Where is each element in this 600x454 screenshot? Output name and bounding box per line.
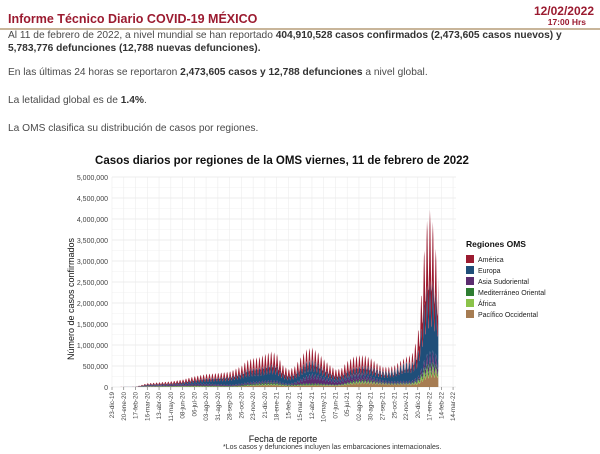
x-tick-label: 23-nov-20 [250,392,257,421]
y-tick-label: 1,000,000 [77,343,108,350]
report-title: Informe Técnico Diario COVID-19 MÉXICO [8,12,258,26]
x-tick-label: 17-feb-20 [133,392,140,419]
x-tick-label: 21-dic-20 [262,392,269,419]
x-tick-label: 18-ene-21 [274,392,281,421]
footnote: *Los casos y defunciones incluyen las em… [223,444,442,451]
paragraph-highlight: 1.4% [120,95,144,106]
x-tick-label: 20-dic-21 [415,392,422,419]
legend-swatch [466,255,474,263]
legend-swatch [466,310,474,318]
y-tick-label: 4,000,000 [77,217,108,224]
area-series [112,369,439,387]
report-date: 12/02/2022 [533,4,594,18]
y-tick-label: 1,500,000 [77,322,108,329]
legend-label: Europa [478,268,501,275]
x-tick-label: 08-jun-20 [180,392,187,419]
x-tick-label: 27-sep-21 [379,392,386,421]
legend-swatch [466,288,474,296]
x-tick-label: 12-abr-21 [309,392,316,420]
paragraph-text: . [143,95,147,106]
x-tick-label: 03-ago-20 [203,392,210,421]
chart-title: Casos diarios por regiones de la OMS vie… [95,155,469,167]
legend-label: África [478,299,496,308]
x-tick-label: 05-jul-21 [344,392,351,417]
legend-label: Mediterráneo Oriental [478,290,546,297]
x-tick-label: 14-mar-22 [450,392,457,422]
daily-cases-chart: Casos diarios por regiones de la OMS vie… [66,155,546,444]
x-tick-label: 02-ago-21 [356,392,363,421]
y-tick-label: 5,000,000 [77,175,108,182]
x-tick-label: 15-feb-21 [285,392,292,419]
legend-label: Pacífico Occidental [478,312,538,319]
report-time: 17:00 Hrs [547,17,586,27]
header-bar [0,0,600,30]
x-tick-label: 25-oct-21 [391,392,398,419]
y-tick-label: 3,000,000 [77,259,108,266]
paragraph-who-regions: La OMS clasifica su distribución de caso… [8,123,259,134]
x-tick-label: 06-jul-20 [191,392,198,417]
x-tick-label: 26-oct-20 [238,392,245,419]
area-series [112,350,439,387]
x-tick-label: 23-dic-19 [109,392,116,419]
area-series [112,279,439,387]
y-tick-label: 500,000 [83,364,108,371]
chart-areas [112,209,439,387]
x-tick-label: 15-mar-21 [297,392,304,422]
paragraph-highlight: 2,473,605 casos y 12,788 defunciones [180,67,363,78]
legend-swatch [466,266,474,274]
legend-swatch [466,299,474,307]
x-tick-label: 14-feb-22 [438,392,445,419]
y-tick-label: 3,500,000 [77,238,108,245]
paragraph-text: a nivel global. [362,67,428,78]
x-tick-label: 31-ago-20 [215,392,222,421]
area-series [112,361,439,387]
x-tick-label: 20-ene-20 [121,392,128,421]
chart-grid [111,176,456,388]
x-tick-label: 22-nov-21 [403,392,410,421]
x-tick-label: 10-may-21 [321,392,328,423]
paragraph-global-summary: Al 11 de febrero de 2022, a nivel mundia… [8,29,594,55]
x-tick-label: 28-sep-20 [227,392,234,421]
y-tick-label: 4,500,000 [77,196,108,203]
area-series [112,366,439,387]
paragraph-lethality: La letalidad global es de 1.4%. [8,94,147,107]
y-axis-label: Número de casos confirmados [66,237,76,360]
paragraph-last-24h: En las últimas 24 horas se reportaron 2,… [8,66,428,79]
y-tick-label: 2,000,000 [77,301,108,308]
y-tick-label: 2,500,000 [77,280,108,287]
x-tick-label: 16-mar-20 [144,392,151,422]
x-tick-label: 11-may-20 [168,392,175,422]
paragraph-highlight: 404,910,528 casos confirmados (2,473,605… [8,30,562,54]
chart-legend: Regiones OMS América Europa Asia Sudorienta… [466,239,546,319]
paragraph-text: En las últimas 24 horas se reportaron [8,67,181,78]
x-tick-label: 17-ene-22 [427,392,434,421]
paragraph-text: Al 11 de febrero de 2022, a nivel mundia… [8,30,276,41]
legend-title: Regiones OMS [466,239,526,249]
x-tick-label: 07-jun-21 [332,392,339,419]
y-tick-label: 0 [104,385,108,392]
legend-label: América [478,257,504,264]
paragraph-text: La letalidad global es de [8,95,121,106]
legend-label: Asia Sudoriental [478,279,529,286]
chart-axes: 0 500,000 1,000,000 1,500,000 2,000,000 2,500… [77,175,457,422]
x-tick-label: 13-abr-20 [156,392,163,420]
legend-swatch [466,277,474,285]
x-axis-label: Fecha de reporte [249,434,318,444]
x-tick-label: 30-ago-21 [368,392,375,421]
